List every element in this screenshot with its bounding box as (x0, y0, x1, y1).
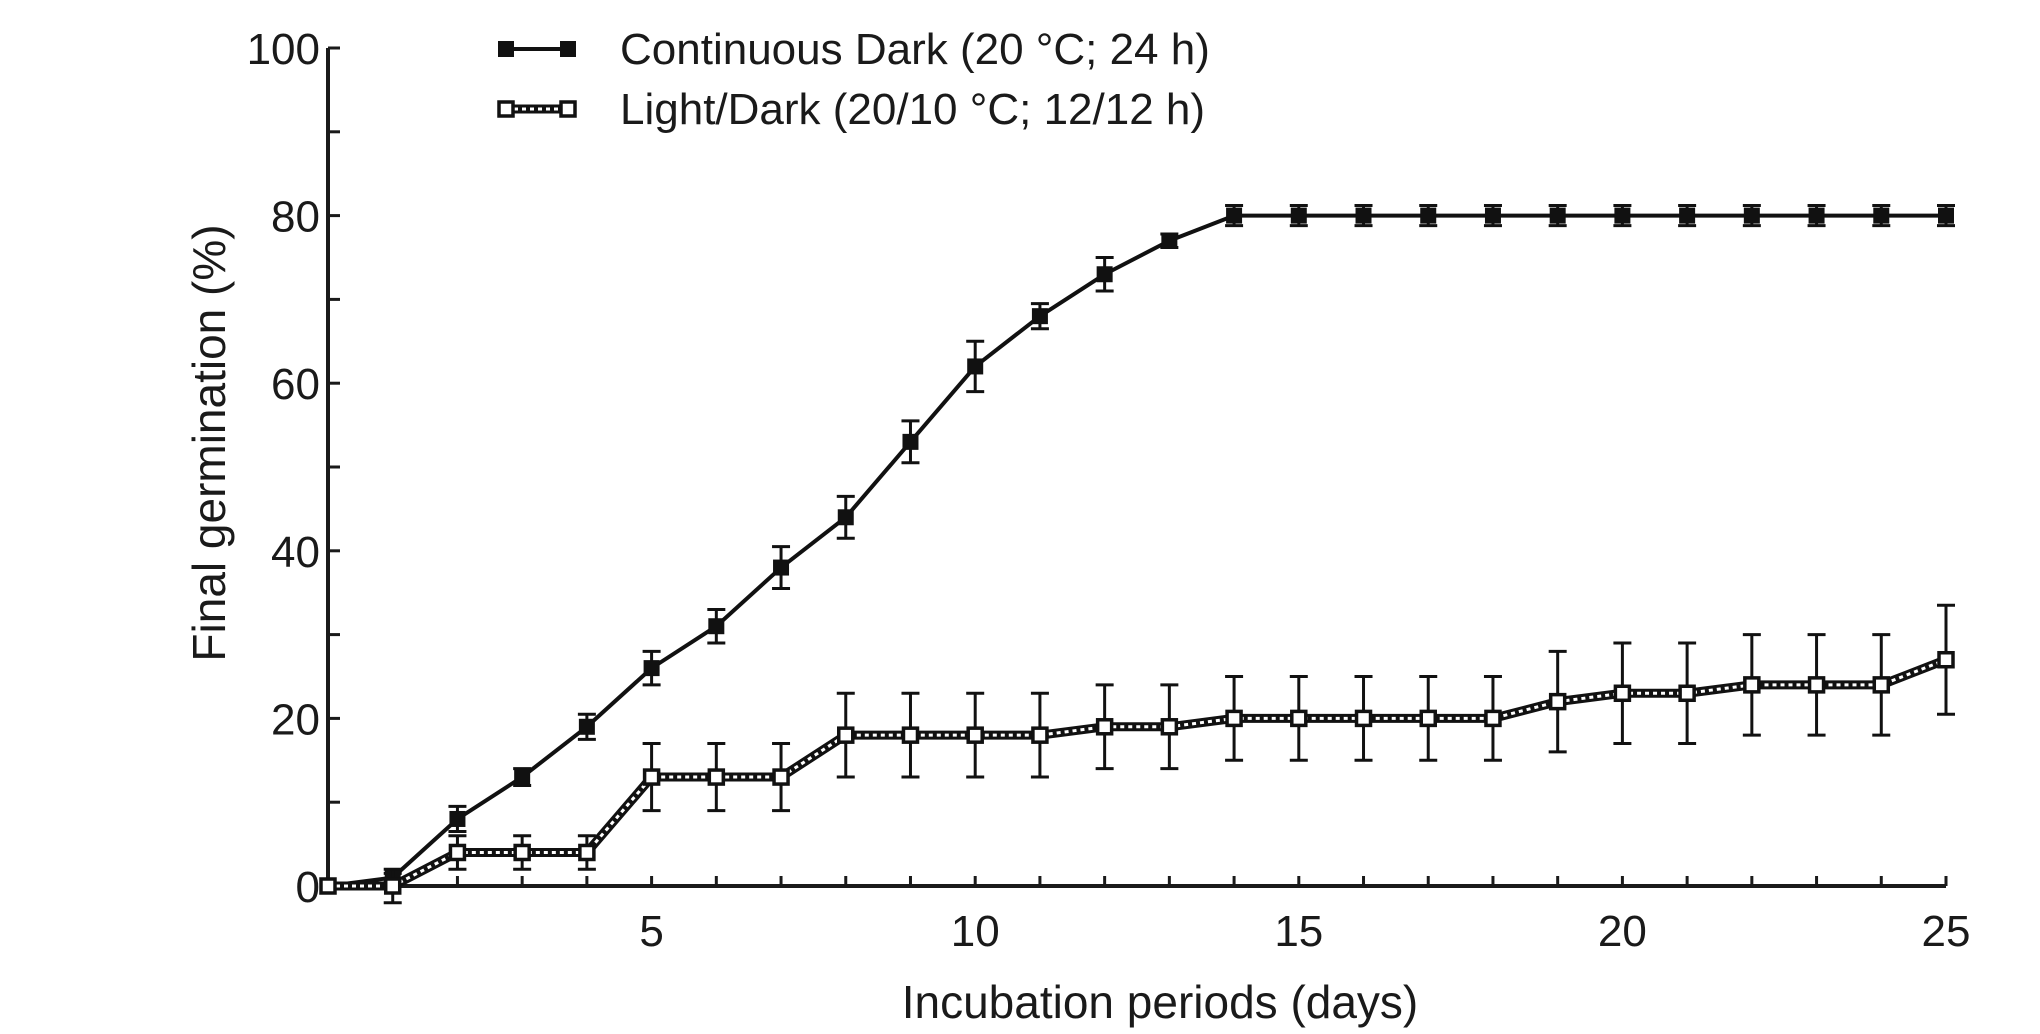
data-point (1613, 684, 1632, 703)
series-line (327, 213, 1946, 888)
data-point (1484, 207, 1501, 224)
data-point (1549, 207, 1566, 224)
y-tick-label: 40 (271, 528, 320, 577)
data-point (1743, 207, 1760, 224)
data-point (1548, 692, 1567, 711)
y-tick-label: 100 (247, 25, 320, 74)
axes: 5 10 15 20 25 0 20 40 60 80 100 (247, 25, 1971, 956)
legend-marker (497, 100, 515, 118)
data-point (1095, 718, 1114, 736)
data-point (1938, 207, 1954, 224)
data-point (901, 726, 920, 744)
legend-marker (560, 41, 576, 57)
x-tick-label: 25 (1922, 907, 1971, 956)
data-point (383, 877, 402, 895)
data-point (1096, 266, 1113, 283)
data-point (643, 660, 660, 677)
data-point (708, 618, 725, 635)
y-tick-label: 20 (271, 695, 320, 744)
x-tick-label: 15 (1274, 907, 1323, 956)
series-2 (319, 603, 1955, 905)
data-point (449, 810, 466, 827)
data-point (578, 843, 596, 862)
legend-label: Light/Dark (20/10 °C; 12/12 h) (620, 85, 1205, 134)
data-point (1031, 726, 1049, 744)
series-line-dots (328, 658, 1947, 888)
data-point (1226, 207, 1243, 224)
data-point (1160, 718, 1179, 736)
data-point (1678, 684, 1696, 703)
data-point (1614, 207, 1631, 224)
data-point (837, 509, 854, 526)
series-layer (319, 204, 1955, 905)
legend-marker (559, 100, 577, 118)
data-point (902, 433, 919, 450)
data-point (772, 768, 790, 786)
data-point (1807, 676, 1826, 694)
data-point (707, 768, 726, 786)
data-point (1872, 676, 1891, 694)
data-point (966, 726, 984, 744)
data-point (1355, 207, 1372, 224)
data-point (1743, 676, 1761, 694)
x-tick-label: 10 (951, 907, 1000, 956)
y-tick-label: 60 (271, 360, 320, 409)
data-point (448, 843, 467, 862)
series-1 (320, 204, 1955, 894)
x-tick-label: 20 (1598, 907, 1647, 956)
data-point (1420, 207, 1437, 224)
y-axis-title: Final germination (%) (183, 224, 235, 661)
legend: Continuous Dark (20 °C; 24 h) Light/Dark … (497, 25, 1210, 134)
data-point (1808, 207, 1825, 224)
data-point (837, 726, 855, 744)
y-tick-label: 80 (271, 193, 320, 242)
data-point (1354, 709, 1373, 728)
data-point (1937, 650, 1955, 669)
data-point (1679, 207, 1696, 224)
data-point (319, 877, 337, 895)
data-point (1161, 232, 1178, 249)
data-point (773, 559, 790, 576)
data-point (513, 843, 531, 862)
data-point (1031, 308, 1048, 325)
x-axis-title: Incubation periods (days) (902, 976, 1419, 1028)
y-tick-label: 0 (296, 863, 320, 912)
data-point (967, 358, 984, 375)
data-point (642, 768, 661, 786)
data-point (1290, 709, 1308, 728)
data-point (514, 769, 531, 786)
data-point (1225, 709, 1243, 728)
legend-marker (498, 41, 514, 57)
data-point (578, 718, 595, 735)
data-point (1419, 709, 1437, 728)
x-tick-label: 5 (639, 907, 663, 956)
data-point (1290, 207, 1307, 224)
data-point (1484, 709, 1502, 728)
legend-label: Continuous Dark (20 °C; 24 h) (620, 25, 1210, 74)
data-point (1873, 207, 1890, 224)
